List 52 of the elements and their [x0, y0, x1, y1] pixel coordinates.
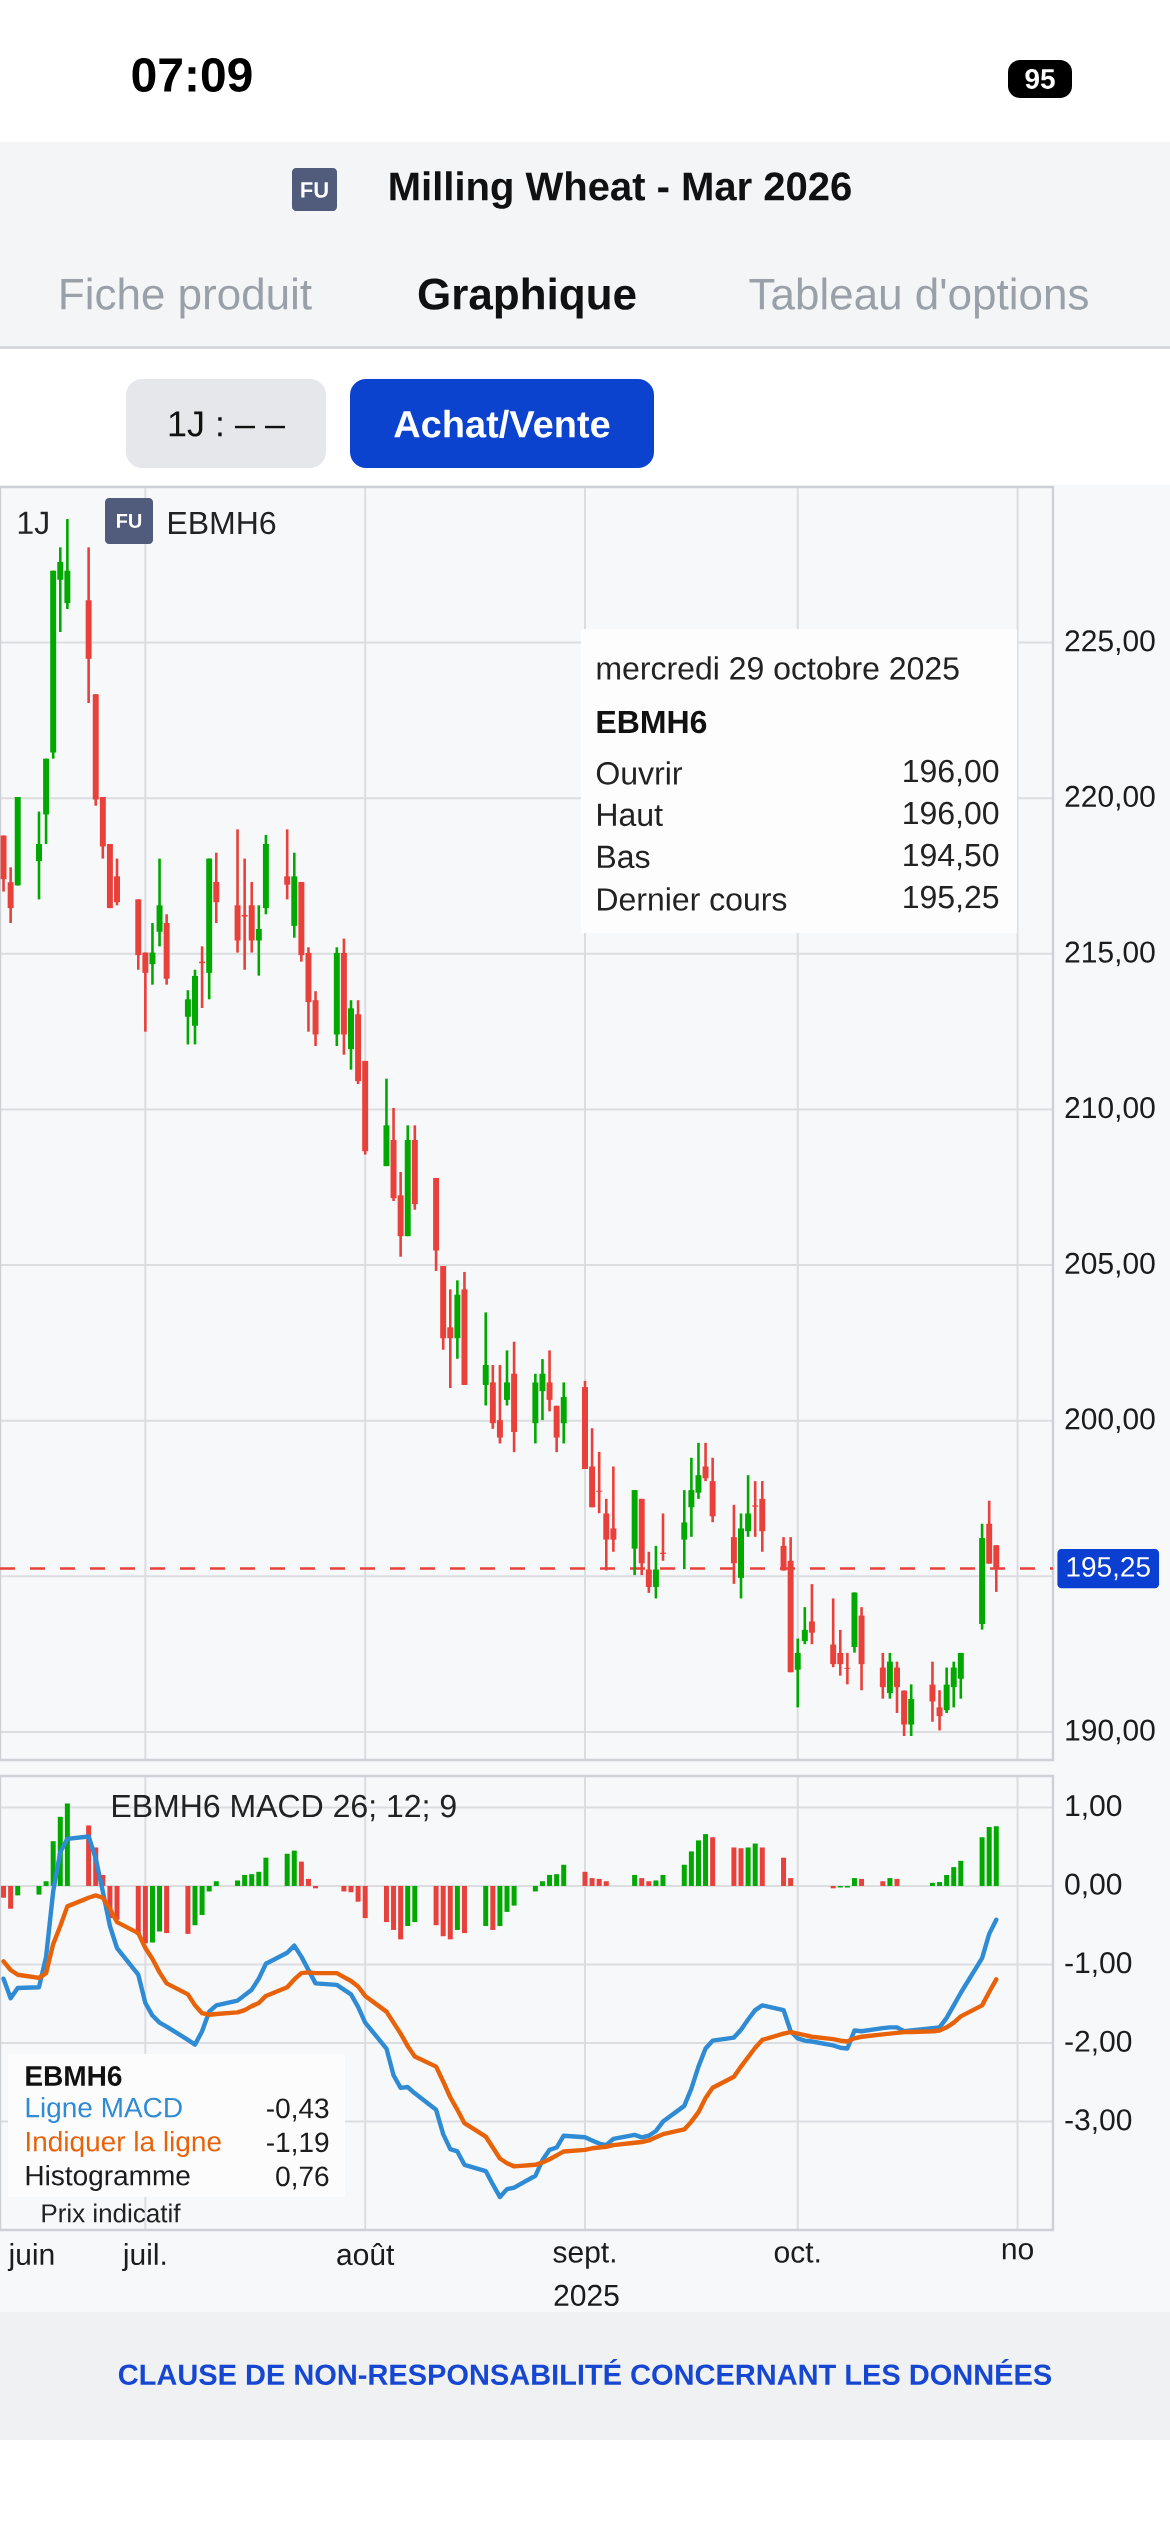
- text: 95: [1025, 69, 1055, 89]
- annotation: Prix indicatif: [42, 2203, 181, 2223]
- series-label: Ligne MACD: [26, 2096, 182, 2124]
- text: Fiche produit: [61, 277, 312, 319]
- y-tick-label: 220,00: [1065, 785, 1155, 811]
- text: FU: [301, 182, 328, 198]
- y-tick-label: 215,00: [1065, 941, 1155, 967]
- x-tick-label: sept.: [553, 2243, 615, 2269]
- x-tick-label: oct.: [774, 2243, 820, 2263]
- y-tick-label: 200,00: [1065, 1408, 1155, 1434]
- annotation: Histogramme: [26, 2164, 190, 2192]
- text: 1J : – –: [169, 411, 285, 437]
- annotation: mercredi 29 octobre 2025: [597, 656, 959, 680]
- x-tick-label: juin: [7, 2243, 54, 2272]
- text: Tableau d'options: [749, 277, 1088, 319]
- y-tick-label: 205,00: [1065, 1252, 1155, 1278]
- y-tick-label: 1,00: [1066, 1795, 1122, 1820]
- text: Graphique: [418, 277, 636, 319]
- annotation: 194,50: [904, 843, 999, 871]
- y-tick-label: 190,00: [1066, 1719, 1155, 1745]
- x-tick-label: juil.: [122, 2243, 166, 2272]
- text: Indiquer la ligne: [26, 2130, 221, 2158]
- annotation: -1,19: [267, 2132, 329, 2156]
- annotation: FU: [117, 513, 142, 528]
- ref-line-label: 195,25: [1067, 1556, 1150, 1581]
- y-tick-label: -2,00: [1065, 2030, 1132, 2056]
- annotation: Ouvrir: [596, 761, 682, 785]
- annotation: -0,43: [267, 2098, 329, 2122]
- chart-title: Milling Wheat - Mar 2026: [390, 171, 851, 209]
- annotation: EBMH6: [169, 511, 276, 535]
- text: 07:09: [132, 58, 252, 92]
- annotation: 196,00: [904, 759, 999, 787]
- annotation: Dernier cours: [598, 887, 787, 911]
- text: CLAUSE DE NON-RESPONSABILITÉ CONCERNANT LES DONNÉES: [118, 2358, 1052, 2385]
- annotation: Haut: [598, 803, 663, 827]
- x-axis-title: 2025: [554, 2284, 619, 2306]
- annotation: 0,76: [276, 2166, 329, 2190]
- y-tick-label: -1,00: [1065, 1952, 1132, 1977]
- y-tick-label: 210,00: [1065, 1097, 1155, 1122]
- y-tick-label: 0,00: [1065, 1873, 1122, 1899]
- y-tick-label: -3,00: [1065, 2109, 1132, 2134]
- annotation: 195,25: [904, 885, 999, 913]
- text: Achat/Vente: [394, 409, 610, 439]
- x-tick-label: no: [1002, 2243, 1033, 2260]
- y-tick-label: 225,00: [1065, 630, 1155, 655]
- annotation: 196,00: [904, 801, 999, 829]
- legend-title: EBMH6: [26, 2066, 122, 2086]
- annotation: 1J: [18, 511, 48, 535]
- chart-title: EBMH6 MACD 26; 12; 9: [113, 1794, 456, 1822]
- annotation: EBMH6: [597, 710, 707, 734]
- x-tick-label: août: [337, 2243, 395, 2266]
- annotation: Bas: [598, 845, 650, 869]
